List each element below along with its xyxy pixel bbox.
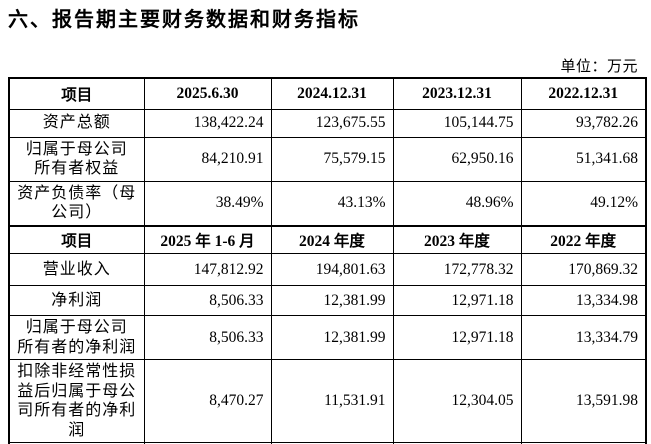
table-cell: 51,341.68 xyxy=(520,136,647,182)
table-cell: 8,470.27 xyxy=(143,359,272,443)
table-cell xyxy=(520,442,647,444)
row-label: 营业收入 xyxy=(8,253,145,286)
table-cell: 194,801.63 xyxy=(270,253,394,286)
row-label: 资产总额 xyxy=(8,108,145,138)
table-cell: 8,506.33 xyxy=(143,285,272,316)
financial-data-table: 项目 2025.6.30 2024.12.31 2023.12.31 2022.… xyxy=(8,77,647,444)
column-header-date-3: 2023.12.31 xyxy=(392,77,522,110)
table-row-revenue: 营业收入 147,812.92 194,801.63 172,778.32 17… xyxy=(8,253,647,286)
table-cell: 138,422.24 xyxy=(143,108,272,138)
unit-label: 单位：万元 xyxy=(560,59,638,75)
table-cell: 49.12% xyxy=(520,180,647,226)
table-row-debt-ratio: 资产负债率（母 公司） 38.49% 43.13% 48.96% 49.12% xyxy=(8,180,647,226)
table-cell: 8,506.33 xyxy=(143,315,272,360)
column-header-period-1: 2025 年 1-6 月 xyxy=(143,224,272,254)
column-header-period-4: 2022 年度 xyxy=(520,224,647,254)
row-label: 净利润 xyxy=(8,285,145,316)
row-label: 归属于母公司 所有者的净利润 xyxy=(8,315,145,360)
table-cell: 12,971.18 xyxy=(392,285,522,316)
table-cell: 43.13% xyxy=(270,180,394,226)
table-cell: 75,579.15 xyxy=(270,136,394,182)
table-cell: 12,971.18 xyxy=(392,315,522,360)
table-cell: 13,334.98 xyxy=(520,285,647,316)
section-title: 六、报告期主要财务数据和财务指标 xyxy=(8,9,360,31)
table-cell: 12,304.05 xyxy=(392,359,522,443)
column-header-item: 项目 xyxy=(8,224,145,254)
table-cell: 12,381.99 xyxy=(270,315,394,360)
table-cell: 12,381.99 xyxy=(270,285,394,316)
table-row-total-assets: 资产总额 138,422.24 123,675.55 105,144.75 93… xyxy=(8,108,647,138)
row-label: 扣除非经常性损 益后归属于母公 司所有者的净利 润 xyxy=(8,359,145,443)
table-header-row-balance: 项目 2025.6.30 2024.12.31 2023.12.31 2022.… xyxy=(8,77,647,110)
table-cell: 84,210.91 xyxy=(143,136,272,182)
table-cell: 170,869.32 xyxy=(520,253,647,286)
column-header-date-2: 2024.12.31 xyxy=(270,77,394,110)
table-cell: 172,778.32 xyxy=(392,253,522,286)
column-header-date-1: 2025.6.30 xyxy=(143,77,272,110)
column-header-period-2: 2024 年度 xyxy=(270,224,394,254)
table-cell: 105,144.75 xyxy=(392,108,522,138)
table-row-cutoff xyxy=(8,442,647,444)
column-header-item: 项目 xyxy=(8,77,145,110)
column-header-date-4: 2022.12.31 xyxy=(520,77,647,110)
column-header-period-3: 2023 年度 xyxy=(392,224,522,254)
table-row-deducted-net-profit: 扣除非经常性损 益后归属于母公 司所有者的净利 润 8,470.27 11,53… xyxy=(8,359,647,443)
table-row-parent-net-profit: 归属于母公司 所有者的净利润 8,506.33 12,381.99 12,971… xyxy=(8,315,647,360)
table-cell: 123,675.55 xyxy=(270,108,394,138)
table-cell: 147,812.92 xyxy=(143,253,272,286)
table-cell: 93,782.26 xyxy=(520,108,647,138)
table-cell: 11,531.91 xyxy=(270,359,394,443)
table-cell: 13,334.79 xyxy=(520,315,647,360)
table-row-parent-equity: 归属于母公司 所有者权益 84,210.91 75,579.15 62,950.… xyxy=(8,136,647,182)
table-cell: 38.49% xyxy=(143,180,272,226)
row-label: 资产负债率（母 公司） xyxy=(8,180,145,226)
table-row-net-profit: 净利润 8,506.33 12,381.99 12,971.18 13,334.… xyxy=(8,285,647,316)
table-cell: 13,591.98 xyxy=(520,359,647,443)
table-cell: 48.96% xyxy=(392,180,522,226)
table-cell: 62,950.16 xyxy=(392,136,522,182)
row-label: 归属于母公司 所有者权益 xyxy=(8,136,145,182)
table-header-row-income: 项目 2025 年 1-6 月 2024 年度 2023 年度 2022 年度 xyxy=(8,224,647,254)
